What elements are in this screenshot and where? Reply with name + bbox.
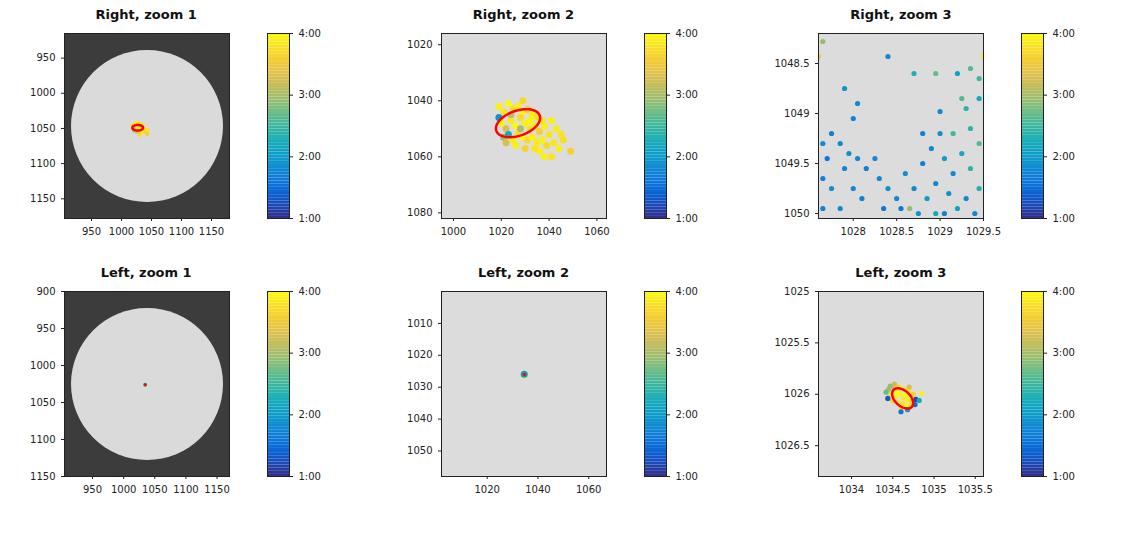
svg-text:950: 950 xyxy=(36,52,55,63)
svg-text:1034: 1034 xyxy=(839,484,864,495)
svg-text:1050: 1050 xyxy=(30,397,55,408)
svg-text:1020: 1020 xyxy=(407,39,432,50)
svg-text:1025: 1025 xyxy=(784,286,809,297)
svg-text:1034.5: 1034.5 xyxy=(876,484,911,495)
svg-text:1000: 1000 xyxy=(30,87,55,98)
html-text:Left, zoom 2: Left, zoom 2 xyxy=(478,265,569,280)
svg-text:1049.5: 1049.5 xyxy=(775,158,810,169)
svg-text:4:00: 4:00 xyxy=(1053,28,1075,39)
svg-text:1000: 1000 xyxy=(108,226,133,237)
svg-text:1000: 1000 xyxy=(30,360,55,371)
svg-text:4:00: 4:00 xyxy=(298,28,320,39)
svg-text:1026.5: 1026.5 xyxy=(775,440,810,451)
svg-text:1049: 1049 xyxy=(784,108,809,119)
svg-text:3:00: 3:00 xyxy=(675,347,697,358)
svg-text:1100: 1100 xyxy=(30,434,55,445)
svg-text:1:00: 1:00 xyxy=(1053,213,1075,224)
svg-text:1010: 1010 xyxy=(407,318,432,329)
svg-text:1035: 1035 xyxy=(922,484,947,495)
html-text:Right, zoom 3: Right, zoom 3 xyxy=(850,7,952,22)
svg-text:1050: 1050 xyxy=(407,445,432,456)
svg-text:1150: 1150 xyxy=(30,193,55,204)
svg-text:1028.5: 1028.5 xyxy=(879,226,914,237)
svg-text:2:00: 2:00 xyxy=(298,151,320,162)
svg-text:4:00: 4:00 xyxy=(1053,286,1075,297)
svg-text:1020: 1020 xyxy=(489,226,514,237)
svg-text:950: 950 xyxy=(83,484,102,495)
svg-text:1100: 1100 xyxy=(30,158,55,169)
html-text:Left, zoom 1: Left, zoom 1 xyxy=(100,265,192,280)
svg-text:1029: 1029 xyxy=(928,226,953,237)
svg-text:1028: 1028 xyxy=(841,226,866,237)
svg-text:4:00: 4:00 xyxy=(298,286,320,297)
svg-text:3:00: 3:00 xyxy=(675,89,697,100)
svg-text:1050: 1050 xyxy=(142,484,167,495)
svg-text:1060: 1060 xyxy=(584,226,609,237)
svg-text:1000: 1000 xyxy=(111,484,136,495)
svg-text:4:00: 4:00 xyxy=(675,286,697,297)
svg-text:1020: 1020 xyxy=(474,484,499,495)
svg-text:1040: 1040 xyxy=(407,413,432,424)
svg-text:1040: 1040 xyxy=(536,226,561,237)
svg-text:1:00: 1:00 xyxy=(298,213,320,224)
svg-text:1060: 1060 xyxy=(407,151,432,162)
svg-text:1030: 1030 xyxy=(407,381,432,392)
svg-text:1000: 1000 xyxy=(441,226,466,237)
html-text:Right, zoom 1: Right, zoom 1 xyxy=(95,7,197,22)
svg-text:1029.5: 1029.5 xyxy=(966,226,1001,237)
svg-text:1048.5: 1048.5 xyxy=(775,58,810,69)
svg-text:1035.5: 1035.5 xyxy=(958,484,993,495)
svg-text:1020: 1020 xyxy=(407,349,432,360)
svg-text:1150: 1150 xyxy=(204,484,229,495)
svg-text:3:00: 3:00 xyxy=(298,89,320,100)
svg-text:2:00: 2:00 xyxy=(1053,151,1075,162)
svg-text:2:00: 2:00 xyxy=(675,151,697,162)
svg-text:1025.5: 1025.5 xyxy=(775,337,810,348)
svg-text:3:00: 3:00 xyxy=(1053,89,1075,100)
svg-text:3:00: 3:00 xyxy=(1053,347,1075,358)
html-text:Right, zoom 2: Right, zoom 2 xyxy=(472,7,575,22)
svg-text:1026: 1026 xyxy=(784,388,809,399)
html-text:Left, zoom 3: Left, zoom 3 xyxy=(855,265,947,280)
svg-text:1050: 1050 xyxy=(30,123,55,134)
svg-text:2:00: 2:00 xyxy=(1053,409,1075,420)
svg-text:2:00: 2:00 xyxy=(675,409,697,420)
svg-text:1:00: 1:00 xyxy=(298,471,320,482)
svg-text:1:00: 1:00 xyxy=(675,471,697,482)
svg-text:2:00: 2:00 xyxy=(298,409,320,420)
svg-text:1100: 1100 xyxy=(173,484,198,495)
svg-text:1100: 1100 xyxy=(168,226,193,237)
svg-text:1:00: 1:00 xyxy=(675,213,697,224)
svg-text:4:00: 4:00 xyxy=(675,28,697,39)
svg-text:1040: 1040 xyxy=(407,95,432,106)
svg-text:1080: 1080 xyxy=(407,207,432,218)
svg-text:1150: 1150 xyxy=(30,471,55,482)
svg-text:1050: 1050 xyxy=(138,226,163,237)
svg-text:1:00: 1:00 xyxy=(1053,471,1075,482)
svg-text:1060: 1060 xyxy=(576,484,601,495)
svg-text:900: 900 xyxy=(36,286,55,297)
svg-text:950: 950 xyxy=(82,226,101,237)
svg-text:3:00: 3:00 xyxy=(298,347,320,358)
svg-text:950: 950 xyxy=(36,323,55,334)
svg-text:1150: 1150 xyxy=(198,226,223,237)
svg-text:1040: 1040 xyxy=(525,484,550,495)
svg-text:1050: 1050 xyxy=(784,208,809,219)
